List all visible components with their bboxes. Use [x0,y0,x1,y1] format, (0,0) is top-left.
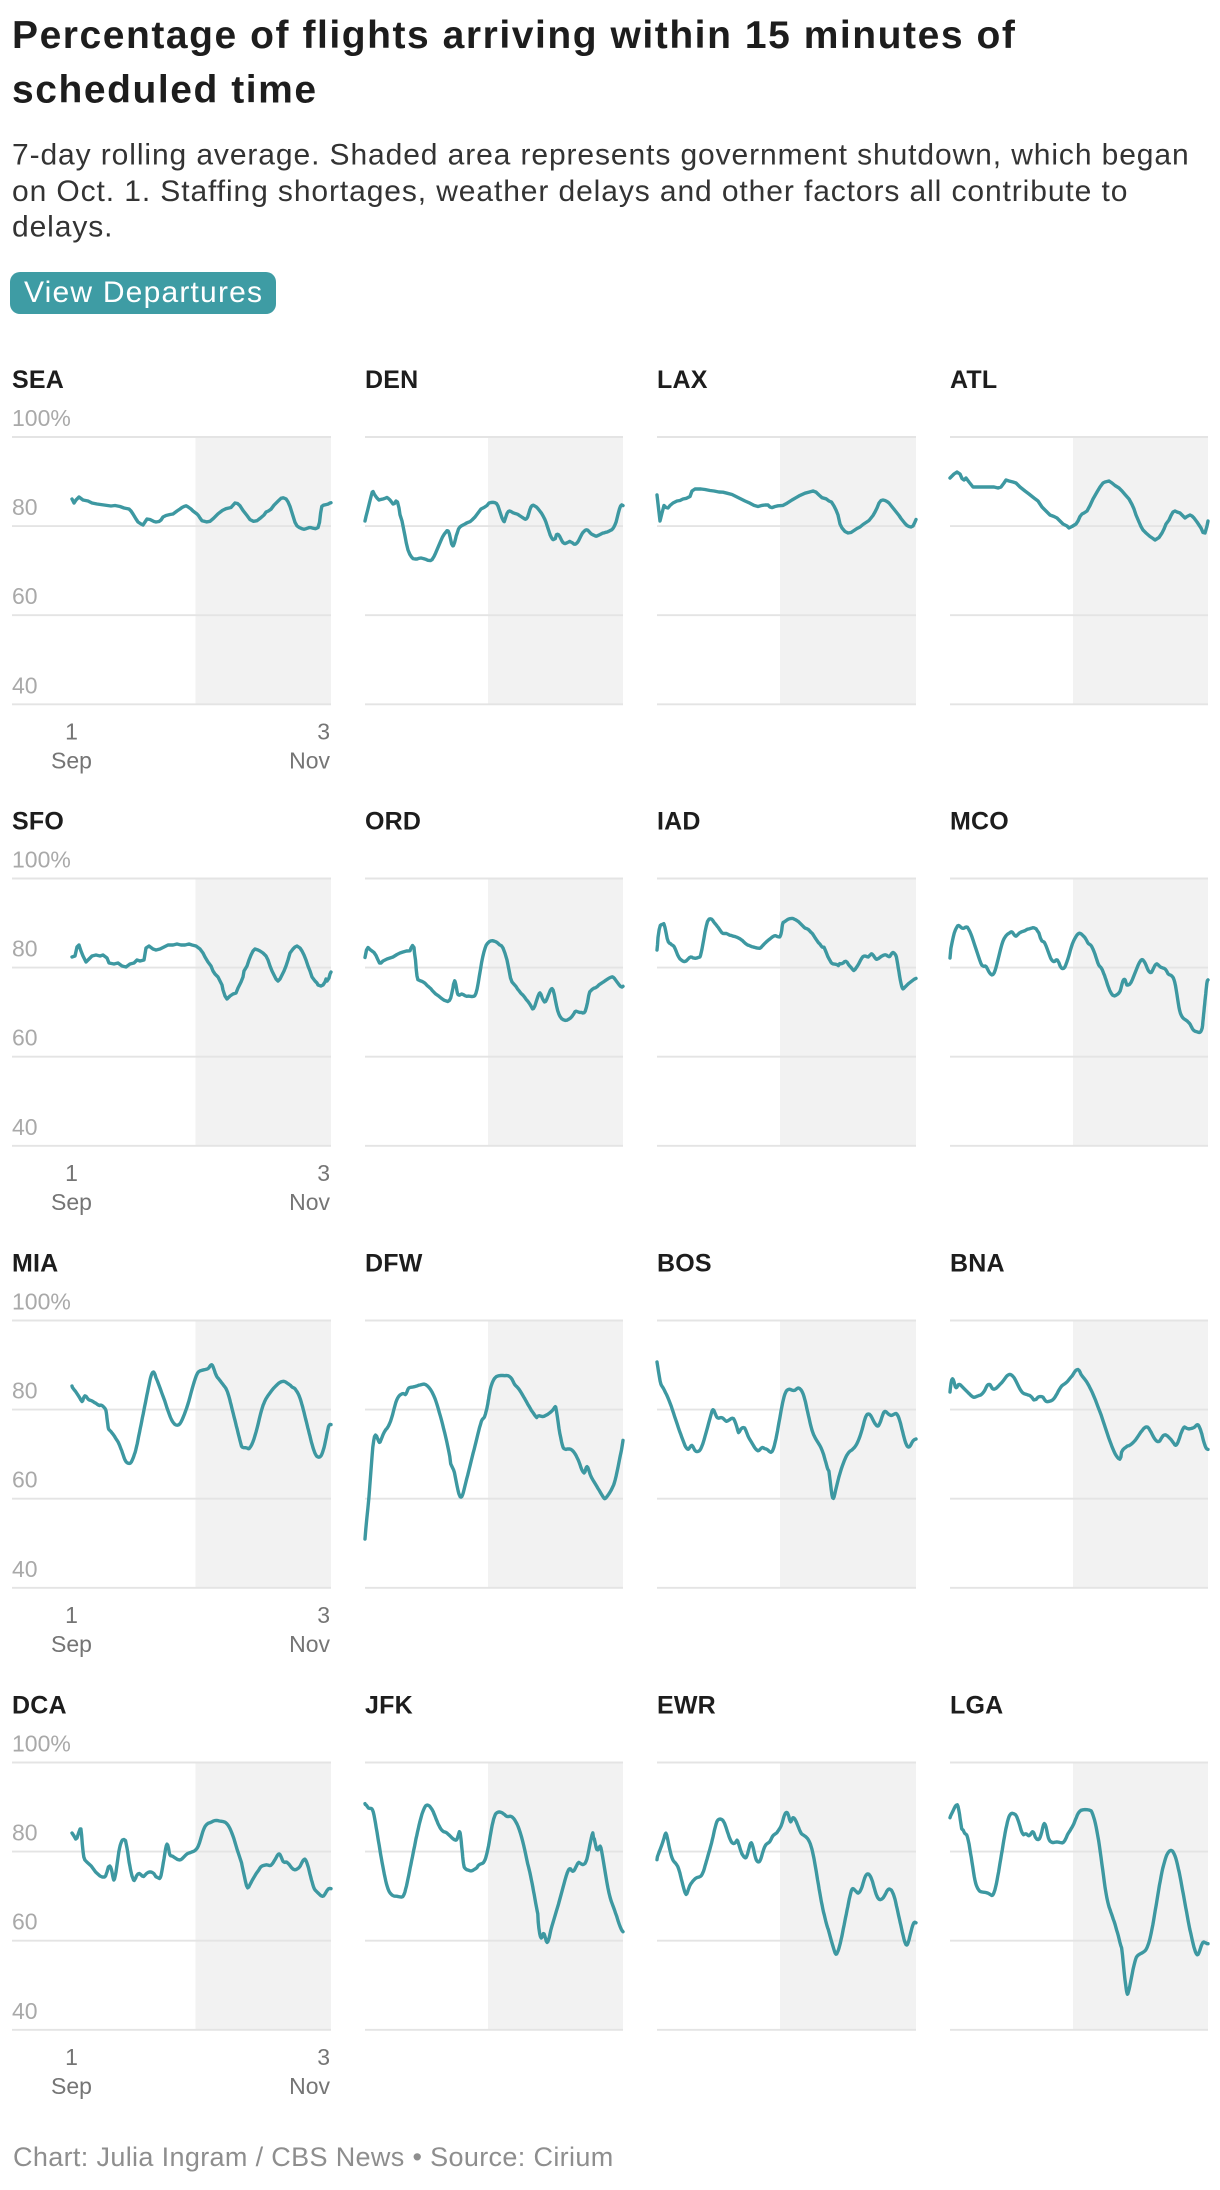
svg-text:BOS: BOS [657,1250,712,1278]
svg-text:40: 40 [12,1998,38,2024]
svg-text:LGA: LGA [950,1692,1003,1720]
svg-text:60: 60 [12,583,38,609]
svg-text:1: 1 [65,1160,78,1186]
svg-text:80: 80 [12,1378,38,1404]
svg-text:1: 1 [65,1602,78,1628]
svg-text:Nov: Nov [289,2073,330,2099]
svg-text:DCA: DCA [12,1692,67,1720]
svg-text:SEA: SEA [12,366,64,394]
svg-text:100%: 100% [12,1289,71,1315]
svg-text:Nov: Nov [289,1189,330,1215]
svg-text:BNA: BNA [950,1250,1005,1278]
svg-text:40: 40 [12,1114,38,1140]
svg-text:60: 60 [12,1909,38,1935]
svg-text:3: 3 [317,1602,330,1628]
svg-text:3: 3 [317,1160,330,1186]
svg-text:DFW: DFW [365,1250,423,1278]
svg-text:IAD: IAD [657,808,701,836]
svg-text:1: 1 [65,2044,78,2070]
svg-text:60: 60 [12,1025,38,1051]
svg-text:ORD: ORD [365,808,421,836]
svg-text:80: 80 [12,936,38,962]
svg-text:JFK: JFK [365,1692,413,1720]
svg-text:Chart: Julia Ingram / CBS News: Chart: Julia Ingram / CBS News • Source:… [13,2142,614,2172]
svg-text:DEN: DEN [365,366,418,394]
svg-text:ATL: ATL [950,366,997,394]
svg-text:Sep: Sep [51,1189,92,1215]
svg-text:Sep: Sep [51,2073,92,2099]
svg-text:on Oct. 1. Staffing shortages,: on Oct. 1. Staffing shortages, weather d… [12,175,1128,208]
svg-text:LAX: LAX [657,366,708,394]
svg-text:Sep: Sep [51,747,92,773]
svg-text:Nov: Nov [289,1631,330,1657]
svg-text:80: 80 [12,494,38,520]
svg-text:100%: 100% [12,405,71,431]
svg-text:100%: 100% [12,1731,71,1757]
svg-text:1: 1 [65,718,78,744]
svg-text:3: 3 [317,2044,330,2070]
svg-text:Percentage of flights arriving: Percentage of flights arriving within 15… [12,14,1016,57]
svg-text:40: 40 [12,672,38,698]
svg-text:SFO: SFO [12,808,64,836]
svg-text:Sep: Sep [51,1631,92,1657]
svg-text:delays.: delays. [12,211,113,244]
svg-text:EWR: EWR [657,1692,716,1720]
svg-text:MIA: MIA [12,1250,58,1278]
svg-text:40: 40 [12,1556,38,1582]
svg-text:Nov: Nov [289,747,330,773]
svg-text:80: 80 [12,1820,38,1846]
svg-text:7-day rolling average. Shaded: 7-day rolling average. Shaded area repre… [12,139,1190,172]
svg-text:3: 3 [317,718,330,744]
svg-text:View Departures: View Departures [24,276,263,309]
svg-text:100%: 100% [12,847,71,873]
svg-text:scheduled time: scheduled time [12,69,318,112]
svg-text:MCO: MCO [950,808,1009,836]
svg-text:60: 60 [12,1467,38,1493]
